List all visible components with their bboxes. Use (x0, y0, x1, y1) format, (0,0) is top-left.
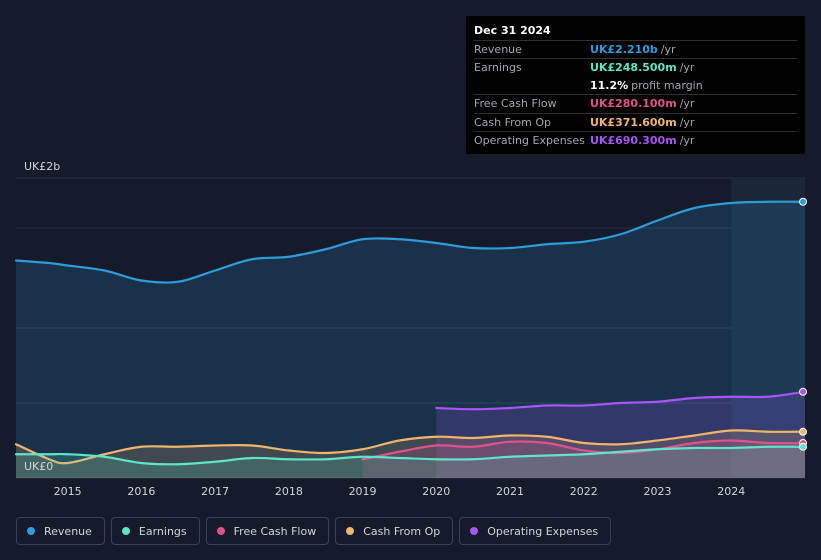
profit-margin-text: profit margin (631, 78, 703, 92)
y-axis-bottom-label: UK£0 (24, 460, 53, 473)
y-axis-top-label: UK£2b (24, 160, 60, 173)
tooltip-row-cash-from-op: Cash From Op UK£371.600m /yr (474, 112, 797, 131)
legend-item-operating-expenses[interactable]: Operating Expenses (459, 517, 612, 545)
tooltip-label-spacer (474, 77, 590, 94)
x-tick-label: 2018 (275, 485, 303, 498)
legend-label: Cash From Op (363, 524, 441, 538)
legend-item-earnings[interactable]: Earnings (110, 517, 200, 545)
tooltip-label: Earnings (474, 61, 522, 75)
chart: 2015 2016 2017 2018 2019 2020 2021 2022 2023 2024… (14, 160, 807, 498)
tooltip-label: Revenue (474, 43, 522, 56)
tooltip-unit: /yr (679, 115, 695, 129)
x-tick-label: 2020 (422, 485, 450, 498)
x-tick-label: 2021 (496, 485, 524, 498)
chart-series (14, 197, 807, 478)
tooltip-value: UK£280.100m (590, 97, 677, 111)
legend-label: Revenue (44, 524, 92, 538)
x-tick-label: 2016 (127, 485, 155, 498)
x-tick-label: 2023 (644, 485, 672, 498)
chart-legend: Revenue Earnings Free Cash Flow Cash Fro… (16, 517, 612, 545)
legend-dot-icon (121, 527, 130, 535)
legend-label: Operating Expenses (487, 524, 599, 538)
cash-from-op-line (14, 429, 807, 465)
data-tooltip: Dec 31 2024 Revenue UK£2.210b /yr Earnin… (466, 16, 805, 154)
legend-label: Earnings (138, 524, 187, 538)
free-cash-flow-line (361, 439, 807, 461)
forecast-highlight-band (731, 178, 805, 478)
tooltip-value: UK£2.210b (590, 43, 658, 56)
tooltip-unit: /yr (679, 97, 695, 111)
tooltip-row-margin: 11.2% profit margin (474, 77, 797, 94)
legend-dot-icon (470, 527, 479, 535)
tooltip-row-operating-expenses: Operating Expenses UK£690.300m /yr (474, 130, 797, 149)
legend-dot-icon (27, 527, 35, 535)
x-tick-label: 2024 (717, 485, 745, 498)
x-tick-label: 2019 (349, 485, 377, 498)
tooltip-value: UK£371.600m (590, 115, 677, 129)
tooltip-value: UK£248.500m (590, 61, 677, 75)
cash-from-op-area (16, 430, 805, 478)
x-axis-ticks: 2015 2016 2017 2018 2019 2020 2021 2022 2023 2024 (54, 485, 746, 498)
legend-dot-icon (216, 527, 225, 535)
x-tick-label: 2015 (54, 485, 82, 498)
tooltip-value: UK£690.300m (590, 133, 677, 147)
legend-label: Free Cash Flow (233, 524, 317, 538)
tooltip-row-revenue: Revenue UK£2.210b /yr (474, 40, 797, 58)
earnings-line (14, 445, 807, 466)
legend-dot-icon (346, 527, 355, 535)
profit-margin-value: 11.2% (590, 78, 629, 92)
revenue-line (14, 200, 807, 284)
cash-from-op-endpoint (799, 427, 807, 436)
legend-item-free-cash-flow[interactable]: Free Cash Flow (205, 517, 330, 545)
tooltip-row-earnings: Earnings UK£248.500m /yr (474, 58, 797, 76)
legend-item-revenue[interactable]: Revenue (16, 517, 105, 545)
free-cash-flow-area (362, 440, 805, 478)
revenue-area (16, 201, 805, 478)
tooltip-label: Cash From Op (474, 115, 552, 129)
x-tick-label: 2022 (570, 485, 598, 498)
revenue-endpoint (799, 197, 807, 206)
x-tick-label: 2017 (201, 485, 229, 498)
tooltip-unit: /yr (679, 61, 695, 75)
operating-expenses-endpoint (799, 387, 807, 396)
tooltip-label: Free Cash Flow (474, 97, 557, 111)
earnings-endpoint (799, 442, 807, 451)
tooltip-unit: /yr (679, 133, 695, 147)
operating-expenses-line (435, 390, 807, 411)
tooltip-unit: /yr (660, 43, 676, 56)
tooltip-row-free-cash-flow: Free Cash Flow UK£280.100m /yr (474, 94, 797, 112)
legend-item-cash-from-op[interactable]: Cash From Op (335, 517, 454, 545)
tooltip-label: Operating Expenses (474, 133, 585, 147)
tooltip-date: Dec 31 2024 (474, 24, 551, 37)
chart-grid (16, 177, 805, 479)
earnings-area (16, 446, 805, 478)
